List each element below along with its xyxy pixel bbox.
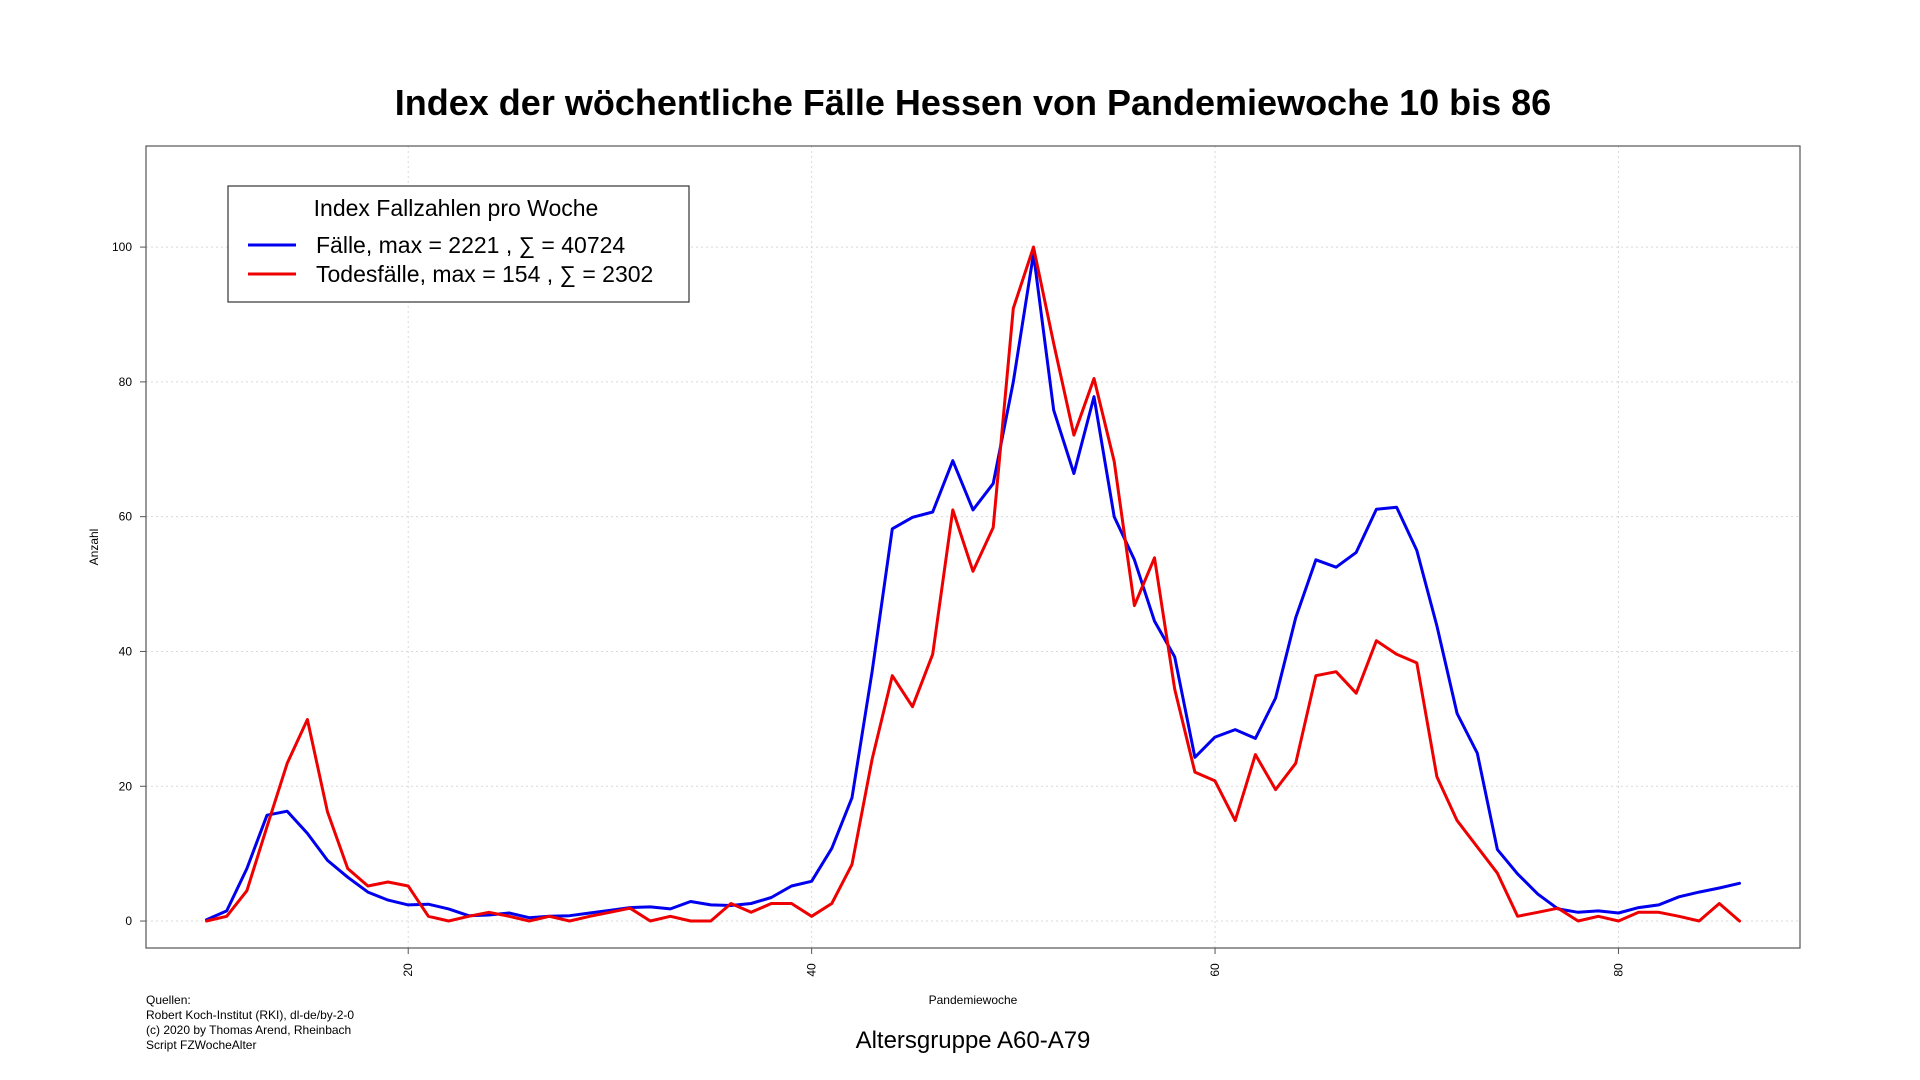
y-axis-label: Anzahl: [87, 529, 101, 566]
legend-box: [227, 185, 690, 303]
source-line-1: Quellen:: [146, 993, 191, 1007]
legend-entry-faelle: Fälle, max = 2221 , ∑ = 40724: [316, 232, 625, 258]
series-line-faelle: [205, 252, 1741, 922]
x-tick-label-40: 40: [805, 963, 819, 977]
legend: Index Fallzahlen pro Woche Fälle, max = …: [227, 185, 690, 303]
x-tick-label-80: 80: [1611, 963, 1625, 977]
grid-layer: [146, 146, 1800, 948]
legend-title: Index Fallzahlen pro Woche: [314, 195, 599, 221]
y-tick-label-100: 100: [112, 240, 132, 254]
source-line-2: Robert Koch-Institut (RKI), dl-de/by-2-0: [146, 1008, 354, 1022]
y-tick-label-40: 40: [119, 644, 133, 658]
x-axis-label: Pandemiewoche: [929, 993, 1018, 1007]
legend-entry-todesfaelle: Todesfälle, max = 154 , ∑ = 2302: [316, 261, 653, 287]
x-tick-label-20: 20: [401, 963, 415, 977]
source-notes: Quellen: Robert Koch-Institut (RKI), dl-…: [146, 993, 354, 1052]
x-tick-label-60: 60: [1208, 963, 1222, 977]
y-tick-label-80: 80: [119, 375, 133, 389]
y-tick-label-20: 20: [119, 779, 133, 793]
chart-title: Index der wöchentliche Fälle Hessen von …: [395, 82, 1551, 123]
series-layer: [205, 245, 1741, 923]
source-line-4: Script FZWocheAlter: [146, 1038, 256, 1052]
source-line-3: (c) 2020 by Thomas Arend, Rheinbach: [146, 1023, 351, 1037]
y-tick-label-60: 60: [119, 510, 133, 524]
series-line-todesfaelle: [205, 245, 1741, 923]
y-tick-label-0: 0: [125, 914, 132, 928]
plot-frame: [145, 145, 1801, 949]
chart-subtitle: Altersgruppe A60-A79: [856, 1027, 1091, 1054]
axis-layer: 0 20 40 60 80 100 20 40 60 80: [112, 240, 1625, 977]
